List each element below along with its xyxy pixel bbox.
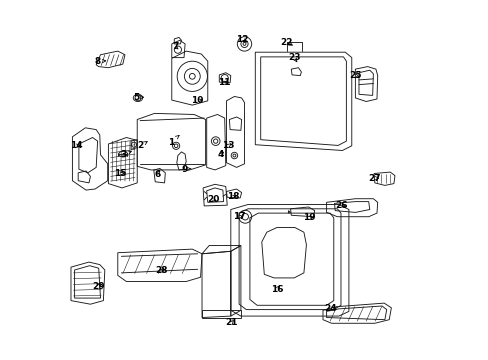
- Text: 12: 12: [236, 35, 248, 44]
- Text: 13: 13: [222, 141, 234, 150]
- Text: 23: 23: [287, 53, 300, 62]
- Text: 11: 11: [218, 78, 230, 87]
- Text: 19: 19: [303, 213, 315, 222]
- Text: 26: 26: [335, 201, 347, 210]
- Text: 29: 29: [92, 282, 104, 291]
- Text: 16: 16: [270, 285, 283, 294]
- Text: 3: 3: [121, 150, 131, 158]
- Text: 7: 7: [172, 42, 178, 51]
- Text: 15: 15: [114, 169, 126, 178]
- Text: 24: 24: [324, 305, 337, 313]
- Text: 5: 5: [133, 93, 143, 102]
- Text: 4: 4: [218, 150, 224, 159]
- Text: 17: 17: [232, 212, 245, 221]
- Text: 25: 25: [348, 71, 361, 80]
- Text: 27: 27: [368, 174, 380, 183]
- Text: 2: 2: [137, 141, 147, 150]
- Text: 9: 9: [182, 165, 191, 174]
- Text: 21: 21: [224, 318, 237, 328]
- Text: 22: 22: [280, 38, 293, 47]
- Text: 18: 18: [226, 192, 239, 201]
- Text: 6: 6: [154, 170, 160, 179]
- Text: 8: 8: [95, 57, 105, 66]
- Text: 10: 10: [191, 96, 203, 105]
- Text: 14: 14: [70, 141, 82, 150]
- Text: 28: 28: [155, 266, 167, 275]
- Text: 20: 20: [207, 195, 220, 204]
- Text: 1: 1: [167, 135, 179, 147]
